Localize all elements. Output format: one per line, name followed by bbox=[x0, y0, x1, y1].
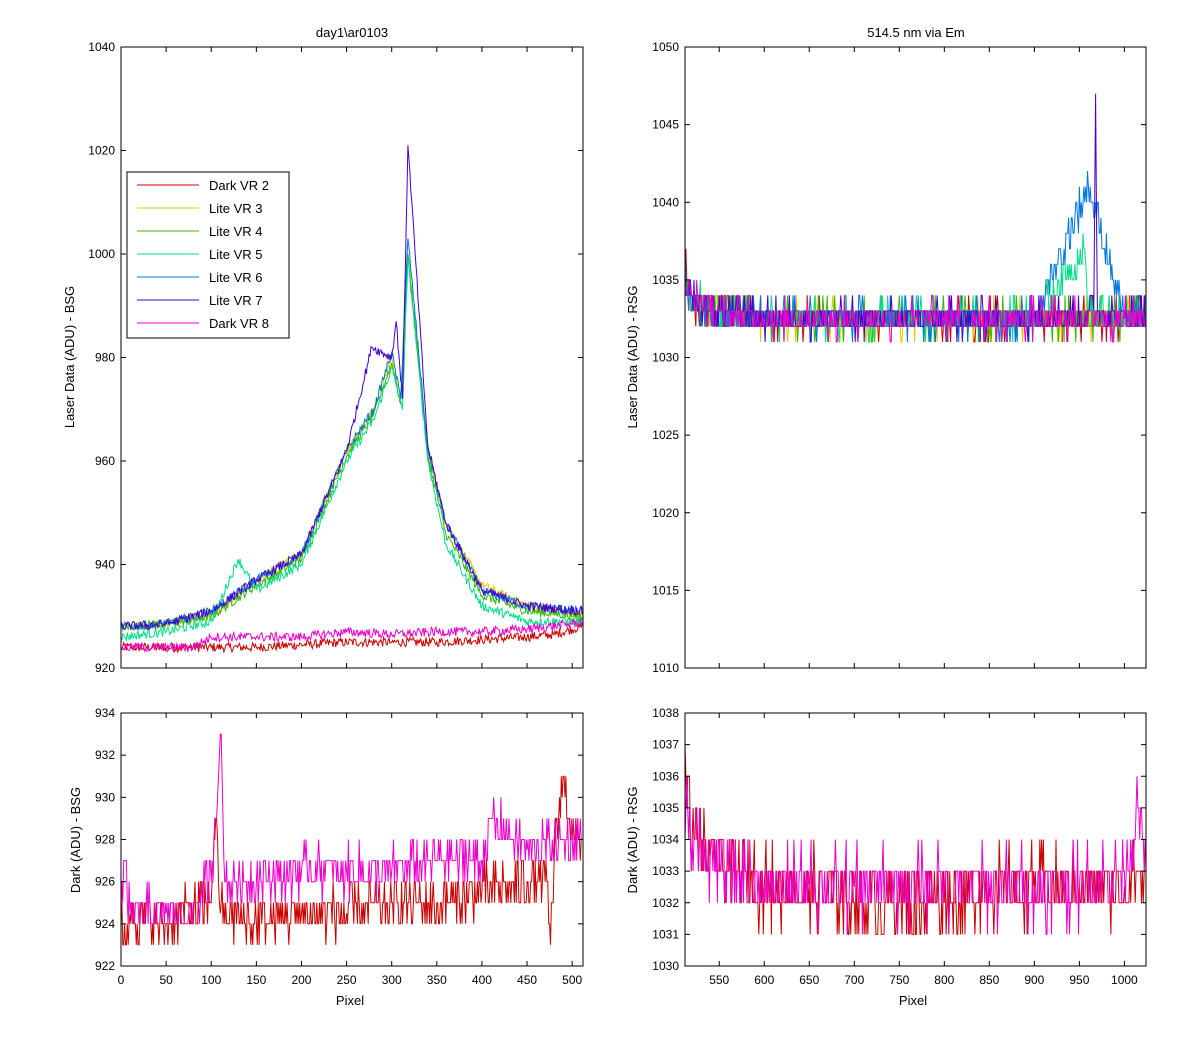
top-right-ytick-label: 1035 bbox=[652, 273, 679, 287]
top-left-series-lite-vr-7 bbox=[121, 145, 583, 631]
bottom-left-xtick-label: 50 bbox=[159, 973, 173, 987]
bottom-right-xtick-label: 800 bbox=[934, 973, 954, 987]
bottom-left-xtick-label: 100 bbox=[201, 973, 221, 987]
top-right-ytick-label: 1015 bbox=[652, 583, 679, 597]
top-left-ylabel: Laser Data (ADU) - BSG bbox=[62, 286, 77, 428]
top-left-axes-box bbox=[120, 46, 584, 669]
top-right-ytick-label: 1040 bbox=[652, 195, 679, 209]
bottom-left-xtick-label: 0 bbox=[118, 973, 125, 987]
panel-bottom-right-dark-rsg: Dark (ADU) - RSG Pixel 1030 1031 1032 1033 1… bbox=[625, 706, 1147, 1008]
bottom-left-ytick-label: 932 bbox=[95, 748, 115, 762]
bottom-right-xtick-label: 850 bbox=[979, 973, 999, 987]
top-left-title: day1\ar0103 bbox=[316, 25, 388, 40]
top-left-ytick-label: 1000 bbox=[88, 247, 115, 261]
bottom-left-ytick-label: 924 bbox=[95, 917, 115, 931]
top-left-ytick-label: 1040 bbox=[88, 40, 115, 54]
bottom-right-xlabel: Pixel bbox=[899, 993, 927, 1008]
bottom-left-xtick-label: 200 bbox=[291, 973, 311, 987]
bottom-left-xtick-label: 350 bbox=[427, 973, 447, 987]
bottom-left-xlabel: Pixel bbox=[336, 993, 364, 1008]
bottom-left-series-dark-vr-8 bbox=[121, 733, 583, 925]
top-right-axes-box bbox=[684, 46, 1147, 669]
top-left-series-group bbox=[121, 145, 583, 654]
top-right-ytick-label: 1045 bbox=[652, 118, 679, 132]
legend-box bbox=[126, 171, 290, 339]
bottom-right-xtick-label: 550 bbox=[709, 973, 729, 987]
top-left-ytick-label: 940 bbox=[95, 558, 115, 572]
legend-label-lite-vr-5: Lite VR 5 bbox=[209, 247, 262, 262]
top-left-series-dark-vr-8 bbox=[121, 617, 583, 653]
legend: Dark VR 2 Lite VR 3 Lite VR 4 Lite VR 5 Lite… bbox=[126, 171, 290, 339]
top-left-ytick-label: 980 bbox=[95, 351, 115, 365]
bottom-right-ytick-label: 1032 bbox=[652, 896, 679, 910]
bottom-right-xtick-label: 650 bbox=[799, 973, 819, 987]
bottom-right-ytick-label: 1037 bbox=[652, 738, 679, 752]
legend-label-dark-vr-8: Dark VR 8 bbox=[209, 316, 269, 331]
bottom-right-ytick-label: 1036 bbox=[652, 769, 679, 783]
bottom-right-series-group bbox=[685, 744, 1146, 935]
bottom-right-xtick-label: 600 bbox=[754, 973, 774, 987]
bottom-left-xtick-label: 450 bbox=[517, 973, 537, 987]
top-right-series-dark-vr-8 bbox=[685, 279, 1146, 343]
bottom-left-ytick-label: 930 bbox=[95, 790, 115, 804]
bottom-left-series-dark-vr-2 bbox=[121, 775, 583, 946]
top-right-ytick-label: 1025 bbox=[652, 428, 679, 442]
bottom-left-ytick-label: 926 bbox=[95, 875, 115, 889]
bottom-right-ytick-label: 1030 bbox=[652, 959, 679, 973]
bottom-right-xtick-label: 1000 bbox=[1111, 973, 1138, 987]
top-left-ytick-label: 920 bbox=[95, 661, 115, 675]
legend-label-lite-vr-6: Lite VR 6 bbox=[209, 270, 262, 285]
panel-top-left-laser-bsg: day1\ar0103 Laser Data (ADU) - BSG 920 94… bbox=[62, 25, 584, 675]
panel-bottom-left-dark-bsg: Dark (ADU) - BSG Pixel 922 924 926 928 930 93… bbox=[68, 706, 584, 1008]
legend-label-dark-vr-2: Dark VR 2 bbox=[209, 178, 269, 193]
bottom-left-xtick-label: 400 bbox=[472, 973, 492, 987]
top-right-ytick-label: 1030 bbox=[652, 351, 679, 365]
panel-top-right-laser-rsg: 514.5 nm via Em Laser Data (ADU) - RSG 1… bbox=[625, 25, 1147, 675]
top-right-ytick-label: 1050 bbox=[652, 40, 679, 54]
bottom-left-ytick-label: 934 bbox=[95, 706, 115, 720]
bottom-left-ytick-label: 928 bbox=[95, 833, 115, 847]
bottom-right-ytick-label: 1034 bbox=[652, 833, 679, 847]
bottom-left-xtick-label: 150 bbox=[246, 973, 266, 987]
bottom-right-ytick-label: 1033 bbox=[652, 864, 679, 878]
top-left-ytick-label: 1020 bbox=[88, 144, 115, 158]
top-right-title: 514.5 nm via Em bbox=[867, 25, 965, 40]
bottom-right-ytick-label: 1031 bbox=[652, 927, 679, 941]
top-right-ytick-label: 1020 bbox=[652, 506, 679, 520]
top-right-ylabel: Laser Data (ADU) - RSG bbox=[625, 285, 640, 428]
top-right-series-group bbox=[685, 93, 1146, 343]
top-left-series-dark-vr-2 bbox=[121, 621, 583, 654]
bottom-left-ytick-label: 922 bbox=[95, 959, 115, 973]
bottom-right-series-dark-vr-2 bbox=[685, 744, 1146, 935]
bottom-left-xtick-label: 250 bbox=[337, 973, 357, 987]
legend-label-lite-vr-3: Lite VR 3 bbox=[209, 201, 262, 216]
bottom-right-xtick-label: 900 bbox=[1024, 973, 1044, 987]
top-right-ytick-label: 1010 bbox=[652, 661, 679, 675]
bottom-right-xtick-label: 750 bbox=[889, 973, 909, 987]
bottom-right-series-dark-vr-8 bbox=[685, 776, 1146, 935]
bottom-left-xtick-label: 500 bbox=[562, 973, 582, 987]
bottom-left-series-group bbox=[121, 733, 583, 946]
bottom-left-xtick-label: 300 bbox=[382, 973, 402, 987]
top-left-ytick-label: 960 bbox=[95, 454, 115, 468]
bottom-right-xtick-label: 950 bbox=[1069, 973, 1089, 987]
bottom-right-xtick-label: 700 bbox=[844, 973, 864, 987]
bottom-right-ylabel: Dark (ADU) - RSG bbox=[625, 787, 640, 894]
legend-label-lite-vr-4: Lite VR 4 bbox=[209, 224, 262, 239]
top-left-series-lite-vr-5 bbox=[121, 259, 583, 642]
bottom-right-ytick-label: 1035 bbox=[652, 801, 679, 815]
bottom-left-ylabel: Dark (ADU) - BSG bbox=[68, 787, 83, 893]
legend-label-lite-vr-7: Lite VR 7 bbox=[209, 293, 262, 308]
bottom-right-ytick-label: 1038 bbox=[652, 706, 679, 720]
